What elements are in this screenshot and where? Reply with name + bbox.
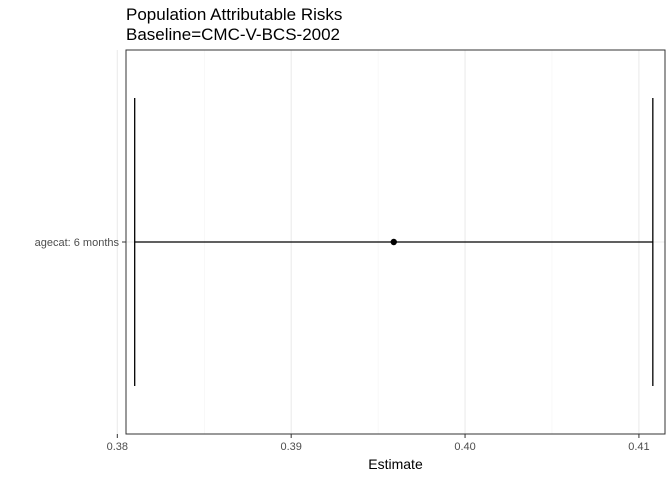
x-axis-title: Estimate [368, 456, 423, 472]
x-tick-label: 0.39 [280, 441, 301, 453]
y-axis: agecat: 6 months [35, 237, 126, 249]
error-bars [134, 98, 654, 386]
x-tick-label: 0.38 [107, 441, 128, 453]
x-axis: 0.38 0.39 0.40 0.41 [107, 434, 650, 453]
x-tick-label: 0.40 [454, 441, 475, 453]
y-tick-label: agecat: 6 months [35, 237, 120, 249]
chart-title: Population Attributable Risks [126, 5, 342, 24]
point-estimate [390, 238, 397, 246]
chart-subtitle: Baseline=CMC-V-BCS-2002 [126, 25, 340, 44]
x-tick-label: 0.41 [628, 441, 649, 453]
